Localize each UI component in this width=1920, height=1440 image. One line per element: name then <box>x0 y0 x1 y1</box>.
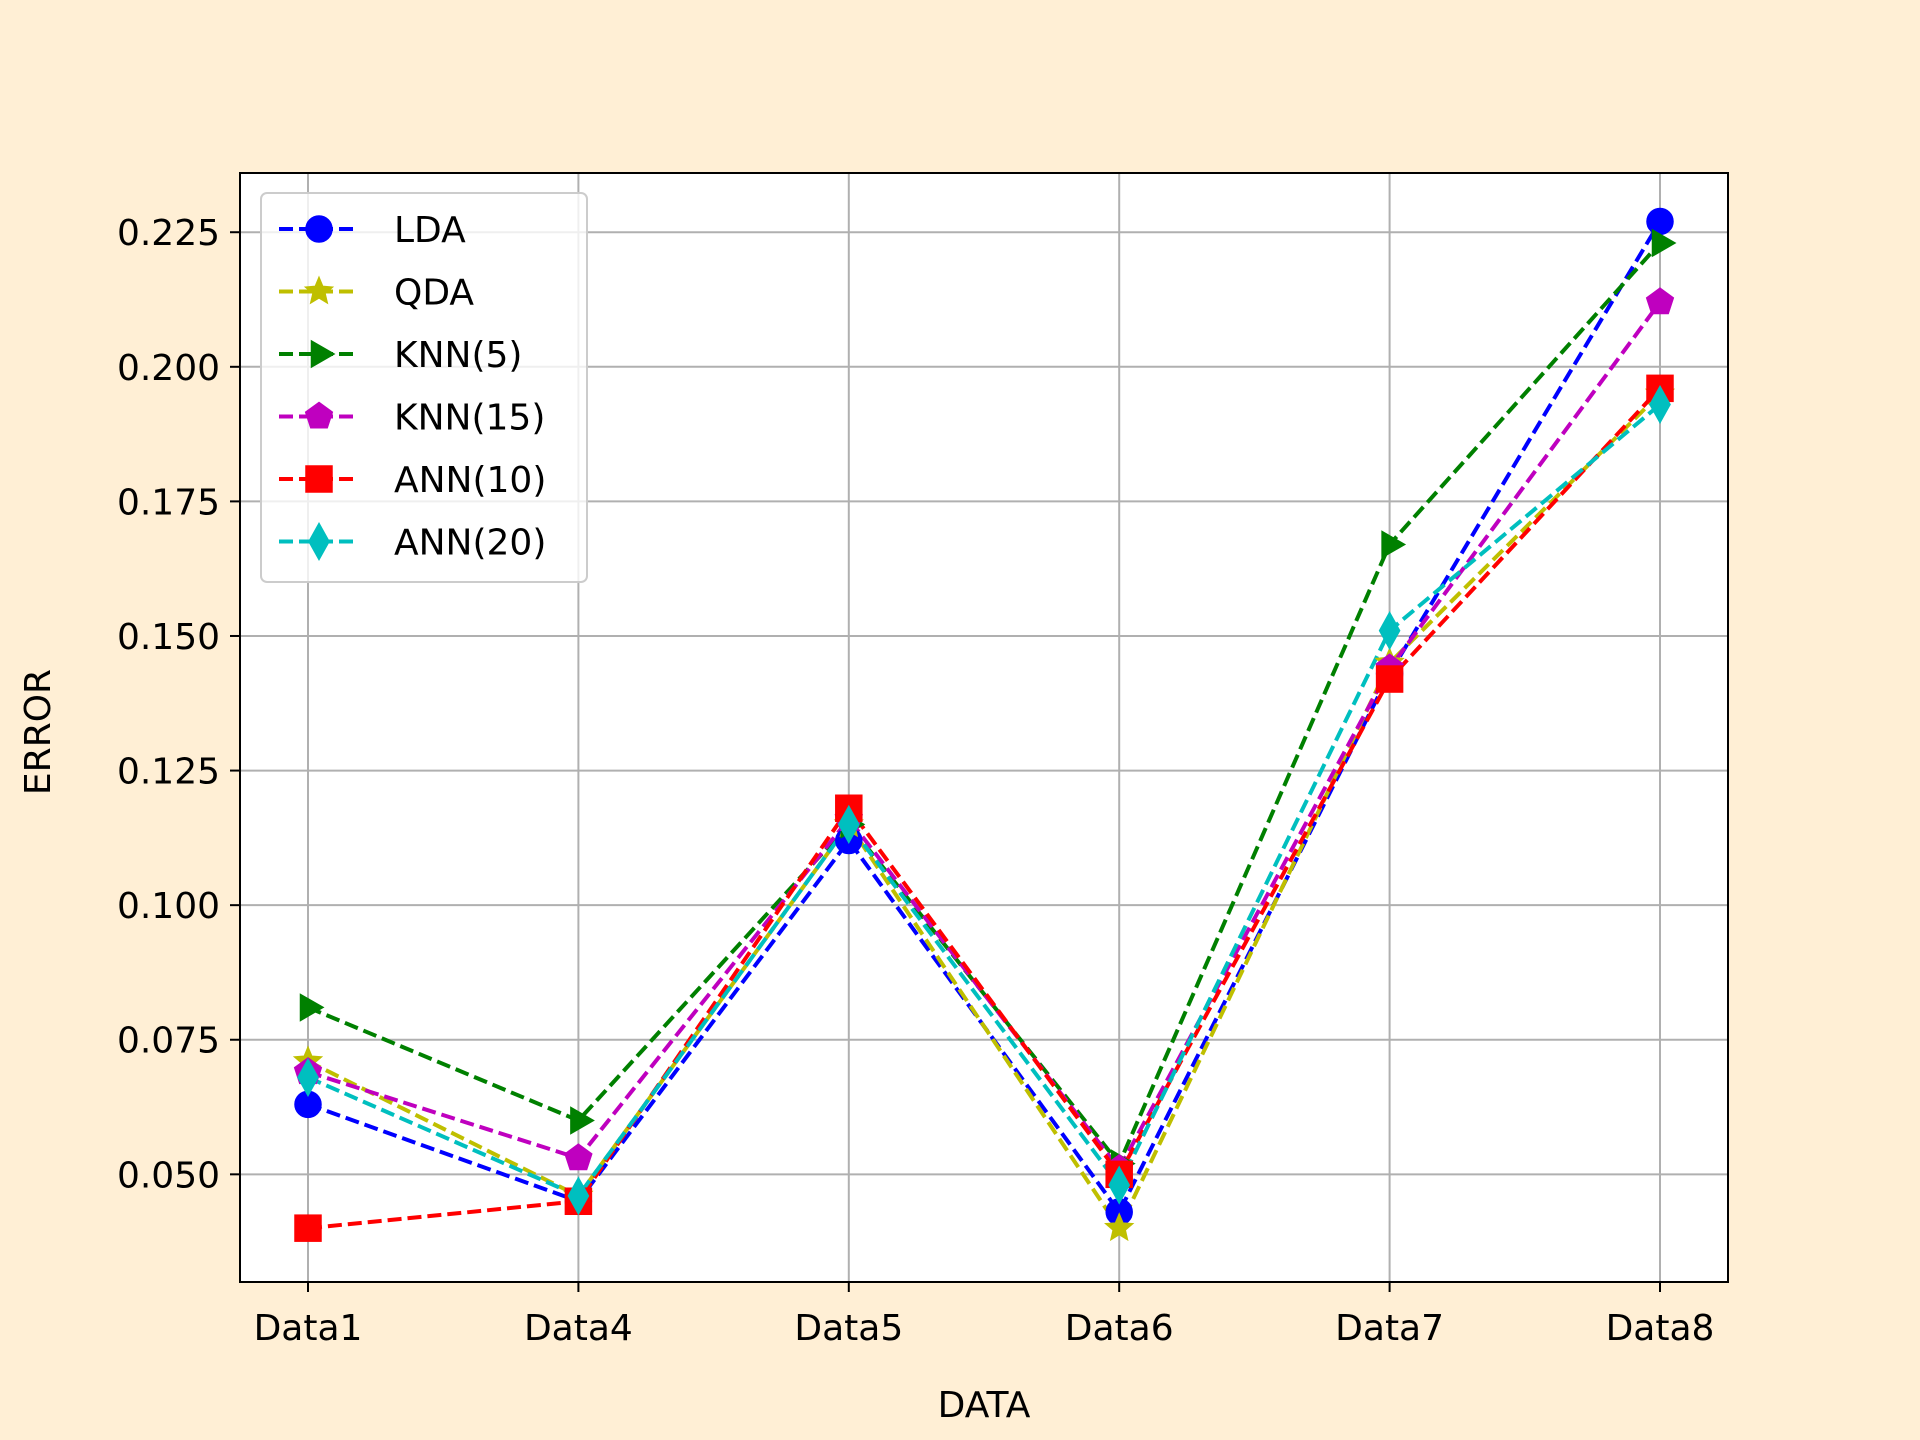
y-tick-label: 0.175 <box>117 482 220 523</box>
legend-label-knn-5: KNN(5) <box>394 335 522 376</box>
legend-marker-knn-5 <box>310 339 336 369</box>
data-point-ann-20 <box>1378 611 1401 651</box>
data-point-qda <box>1104 1212 1135 1242</box>
legend-marker-knn-15 <box>304 401 334 429</box>
x-tick-label: Data8 <box>1606 1308 1715 1349</box>
legend-label-ann-10: ANN(10) <box>394 460 546 501</box>
series-line-qda <box>307 392 1662 1233</box>
legend-label-lda: LDA <box>394 210 466 251</box>
data-point-knn-5 <box>570 1106 595 1135</box>
x-tick-label: Data4 <box>524 1308 633 1349</box>
y-axis-label: ERROR <box>18 669 59 795</box>
legend-marker-ann-10 <box>305 465 333 493</box>
legend-label-qda: QDA <box>394 273 474 314</box>
data-point-ann-20 <box>1108 1165 1131 1205</box>
y-tick-label: 0.100 <box>117 886 220 927</box>
series-lines <box>307 220 1662 1233</box>
series-line-knn-5 <box>307 241 1662 1168</box>
series-line-ann-10 <box>307 386 1662 1231</box>
y-tick-label: 0.200 <box>117 348 220 389</box>
data-point-lda <box>1646 207 1674 236</box>
data-point-knn-15 <box>1645 287 1675 315</box>
y-tick-label: 0.075 <box>117 1021 220 1062</box>
x-tick-label: Data1 <box>254 1308 363 1349</box>
data-point-ann-20 <box>1649 384 1671 425</box>
legend-label-ann-20: ANN(20) <box>394 523 546 564</box>
data-point-ann-20 <box>837 804 860 844</box>
y-tick-label: 0.225 <box>117 213 220 254</box>
data-point-ann-20 <box>297 1057 319 1097</box>
x-tick-label: Data6 <box>1065 1308 1174 1349</box>
data-point-knn-15 <box>564 1143 593 1171</box>
y-tick-label: 0.150 <box>117 617 220 658</box>
series-line-knn-15 <box>307 301 1662 1173</box>
x-axis-label: DATA <box>938 1385 1031 1426</box>
x-tick-label: Data5 <box>794 1308 903 1349</box>
y-axis: 0.050 0.075 0.100 0.125 0.150 0.175 0.200 0.225 <box>117 213 240 1196</box>
legend-label-knn-15: KNN(15) <box>394 398 545 439</box>
plot-frame <box>239 172 1729 1283</box>
data-point-knn-5 <box>1381 530 1407 559</box>
grid <box>240 173 1728 1282</box>
data-point-ann-10 <box>294 1214 322 1242</box>
x-tick-label: Data7 <box>1335 1308 1444 1349</box>
legend-marker-lda <box>305 215 333 243</box>
series-markers <box>292 207 1677 1242</box>
data-point-knn-5 <box>1651 228 1677 258</box>
x-axis: Data1 Data4 Data5 Data6 Data7 Data8 <box>254 1282 1715 1349</box>
series-line-ann-20 <box>307 402 1662 1199</box>
legend: LDA QDA KNN(5) KNN(15) ANN(10) ANN(20) <box>260 192 588 583</box>
legend-marker-qda <box>303 275 335 305</box>
y-tick-label: 0.125 <box>117 752 220 793</box>
data-point-ann-10 <box>1375 665 1404 693</box>
data-point-ann-20 <box>567 1176 590 1216</box>
data-point-knn-5 <box>299 993 325 1022</box>
y-tick-label: 0.050 <box>117 1155 220 1196</box>
legend-marker-ann-20 <box>308 521 330 562</box>
